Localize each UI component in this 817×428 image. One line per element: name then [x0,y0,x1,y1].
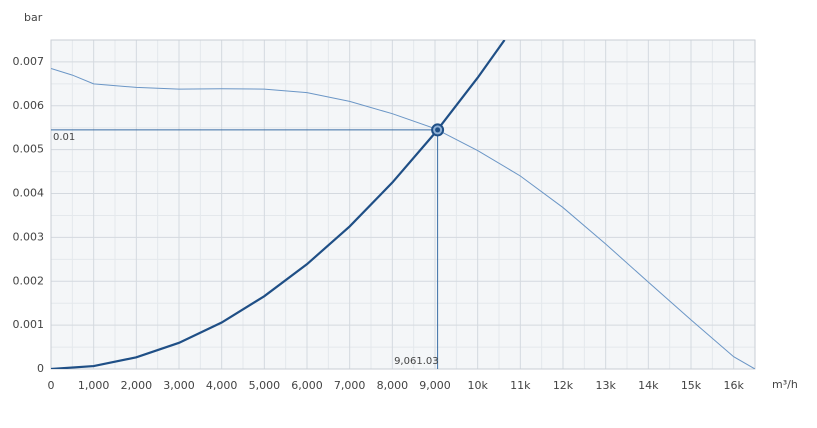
x-tick-label: 5,000 [249,379,281,392]
curve [51,68,755,369]
grid [50,40,755,370]
operating-point-core [435,127,441,133]
plot-area [51,40,755,369]
x-tick-label: 0 [48,379,55,392]
x-tick-label: 9,000 [419,379,451,392]
x-tick-label: 7,000 [334,379,366,392]
y-tick-label: 0.006 [13,99,45,112]
y-tick-label: 0.002 [13,274,45,287]
x-tick-label: 6,000 [291,379,323,392]
y-axis-label: bar [24,11,43,24]
x-tick-label: 13k [595,379,616,392]
y-tick-label: 0.005 [13,143,45,156]
y-tick-label: 0.004 [13,187,45,200]
y-tick-label: 0.007 [13,55,45,68]
x-tick-label: 8,000 [377,379,409,392]
curve [51,40,506,369]
plot-border [50,39,756,370]
x-tick-label: 10k [467,379,488,392]
y-tick-label: 0 [37,362,44,375]
x-tick-label: 12k [553,379,574,392]
x-tick-label: 16k [723,379,744,392]
x-tick-label: 11k [510,379,531,392]
y-tick-label: 0.003 [13,230,45,243]
x-axis-label: m³/h [772,378,798,391]
operating-y-label: 0.01 [53,132,75,143]
y-tick-label: 0.001 [13,318,45,331]
x-tick-label: 2,000 [121,379,153,392]
x-tick-label: 14k [638,379,659,392]
x-tick-label: 4,000 [206,379,238,392]
operating-x-label: 9,061.03 [394,356,439,367]
x-tick-label: 15k [681,379,702,392]
plot [51,40,755,369]
x-tick-label: 3,000 [163,379,195,392]
x-tick-label: 1,000 [78,379,110,392]
